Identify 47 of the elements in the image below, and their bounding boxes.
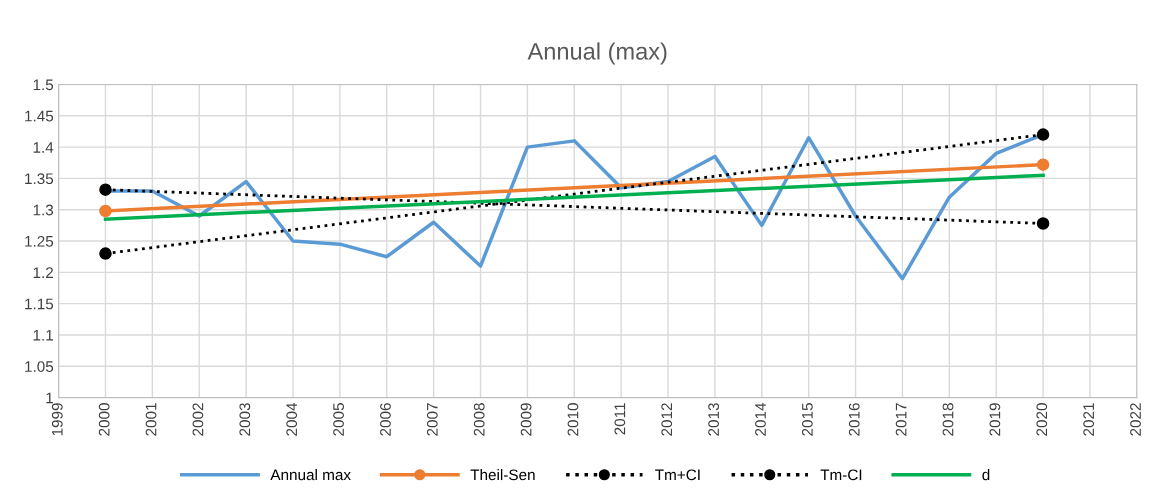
legend-label: Tm+CI xyxy=(655,469,700,481)
y-tick-label: 1.05 xyxy=(25,361,54,372)
y-tick-label: 1.4 xyxy=(33,142,54,153)
point xyxy=(99,204,112,218)
x-tick-label: 2013 xyxy=(708,403,720,436)
point xyxy=(1036,128,1050,141)
x-tick-label: 2020 xyxy=(1036,403,1048,436)
chart-title: Annual (max) xyxy=(527,42,667,65)
x-tick-label: 2017 xyxy=(895,403,907,436)
y-tick-label: 1.45 xyxy=(25,110,54,122)
x-tick-label: 2008 xyxy=(473,403,485,436)
legend-label: d xyxy=(982,469,990,481)
point xyxy=(99,247,112,260)
y-tick-label: 1.2 xyxy=(33,267,53,278)
x-tick-label: 2014 xyxy=(755,402,766,436)
point xyxy=(1036,217,1050,230)
x-tick-label: 2004 xyxy=(286,402,298,436)
y-tick-label: 1.15 xyxy=(25,298,54,310)
x-tick-label: 2007 xyxy=(426,403,438,436)
x-tick-label: 2015 xyxy=(801,403,813,436)
x-tick-label: 2021 xyxy=(1083,403,1095,436)
legend-label: Theil-Sen xyxy=(470,469,535,481)
x-tick-label: 2011 xyxy=(614,403,626,435)
legend-label: Annual max xyxy=(270,469,351,481)
y-tick-label: 1.35 xyxy=(25,173,54,185)
x-tick-label: 2016 xyxy=(848,403,860,436)
x-tick-label: 2000 xyxy=(98,403,110,436)
y-tick-label: 1 xyxy=(46,392,53,404)
y-tick-label: 1.5 xyxy=(33,79,54,91)
x-tick-label: 2009 xyxy=(520,403,532,436)
point xyxy=(1036,158,1050,171)
x-tick-label: 2010 xyxy=(567,403,579,436)
y-tick-label: 1.1 xyxy=(33,330,53,341)
x-tick-label: 1999 xyxy=(51,403,63,436)
point xyxy=(99,183,112,196)
x-tick-label: 2003 xyxy=(239,403,251,436)
x-tick-label: 2012 xyxy=(661,403,673,436)
x-tick-label: 2022 xyxy=(1130,403,1141,436)
legend-label: Tm-CI xyxy=(820,469,862,481)
x-tick-label: 2006 xyxy=(380,403,391,436)
x-tick-label: 2018 xyxy=(942,403,954,436)
x-tick-label: 2001 xyxy=(145,403,157,436)
y-tick-label: 1.3 xyxy=(33,204,54,216)
y-tick-label: 1.25 xyxy=(25,235,54,247)
x-tick-label: 2019 xyxy=(989,403,1001,436)
x-tick-label: 2002 xyxy=(192,403,204,436)
x-tick-label: 2005 xyxy=(333,403,344,436)
